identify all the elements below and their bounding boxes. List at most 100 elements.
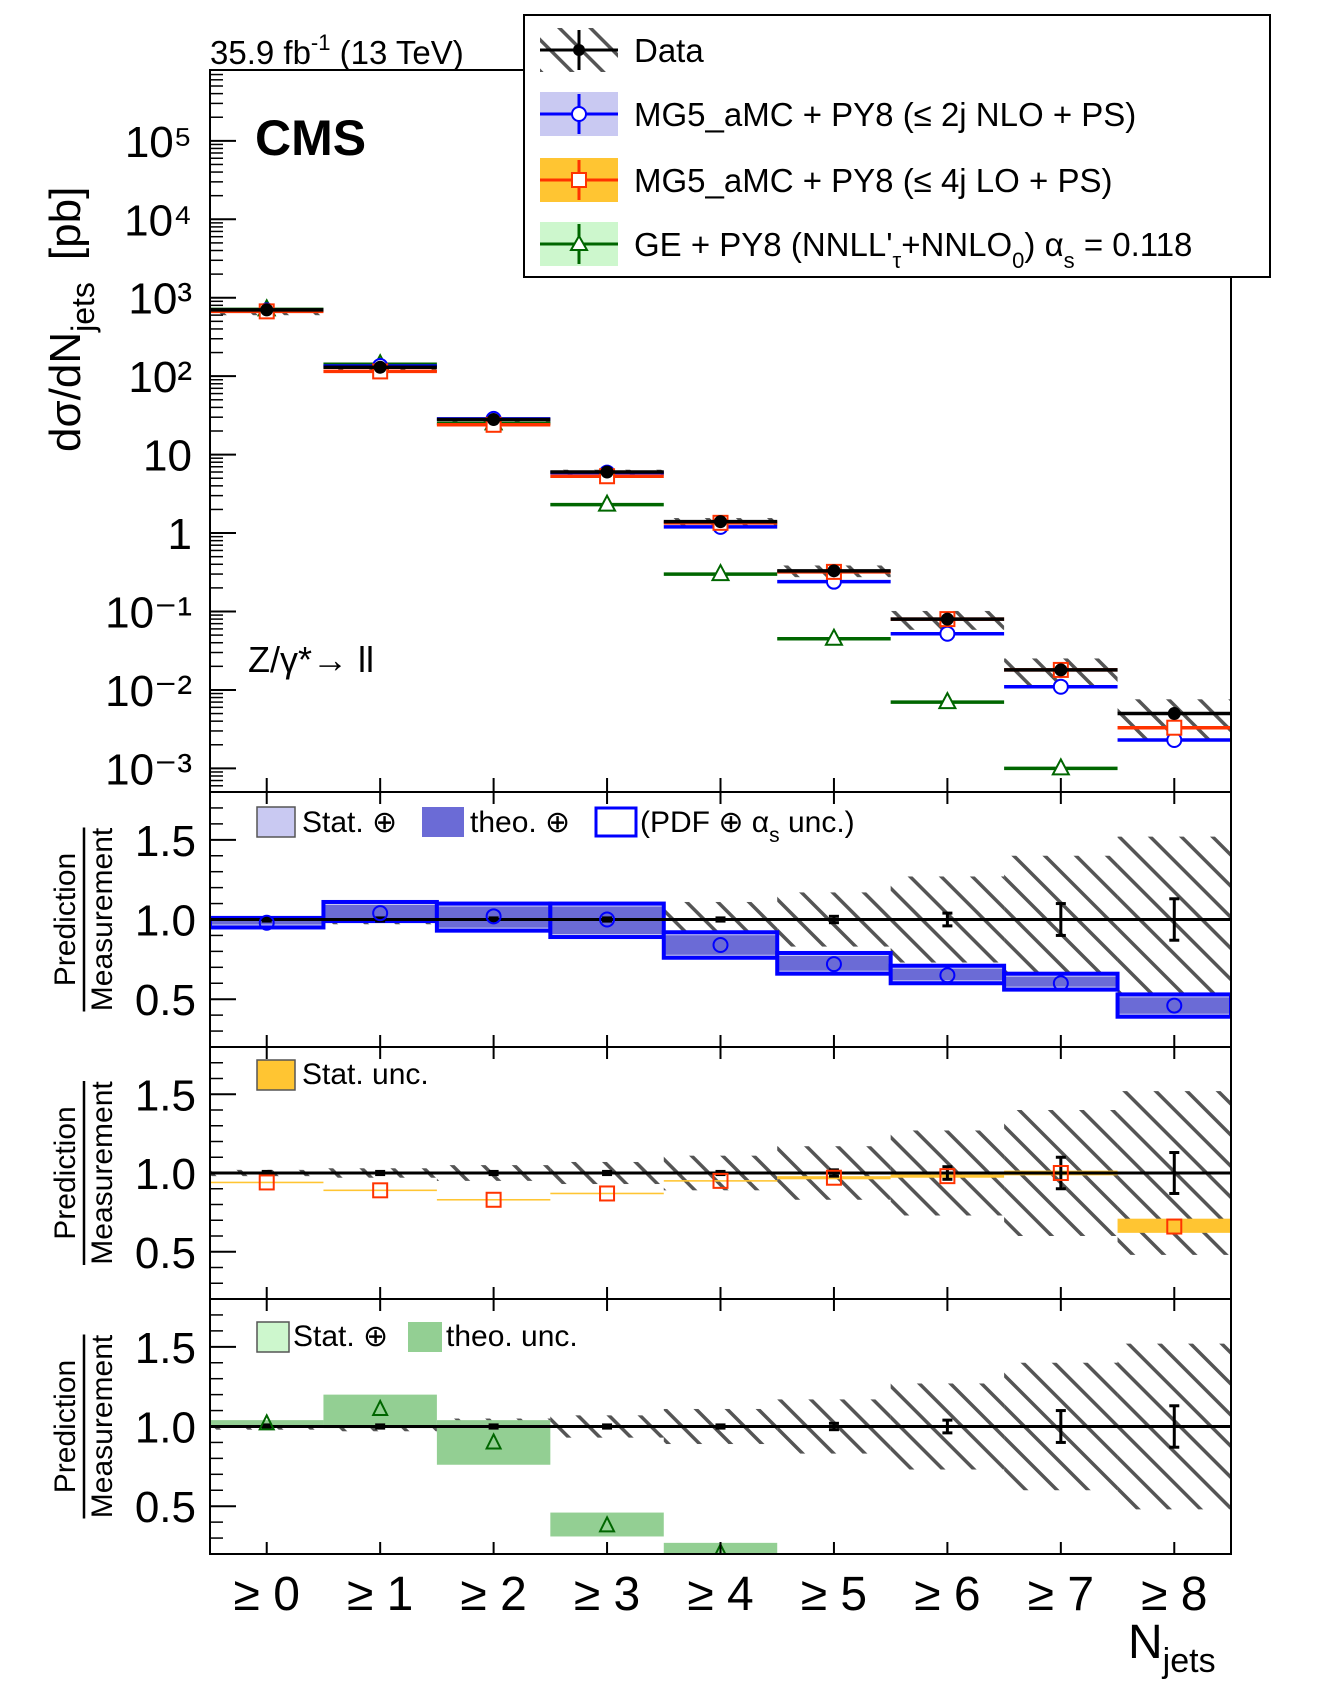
ratio-nlo-theo-band xyxy=(1118,997,1230,1014)
main-ge-marker xyxy=(710,562,731,582)
main-y-tick-label: 10⁵ xyxy=(125,118,192,167)
ratio-y-denominator: Measurement xyxy=(86,827,119,1011)
x-axis-label: Njets xyxy=(1128,1616,1216,1680)
ratio-nlo-marker xyxy=(485,908,502,925)
ratio-lo-stat-band xyxy=(436,1198,551,1201)
legend-entry-mg-nlo: MG5_aMC + PY8 (≤ 2j NLO + PS) xyxy=(540,92,1136,136)
x-tick-label: ≥ 6 xyxy=(914,1568,980,1621)
main-data-marker xyxy=(1167,707,1181,721)
legend-mg-nlo-marker xyxy=(571,106,587,122)
ratio-lo-stat-band xyxy=(210,1181,324,1184)
ratio-legend-nlo: Stat. ⊕ theo. ⊕ (PDF ⊕ αs unc.) xyxy=(256,806,855,847)
ratio-y-numerator: Prediction xyxy=(49,1360,82,1493)
main-y-tick-label: 10² xyxy=(128,353,192,402)
ratio-ge-marker xyxy=(598,1515,616,1533)
main-data-marker xyxy=(373,360,387,374)
ratio-ge-marker xyxy=(484,1432,503,1450)
ratio-lo-marker xyxy=(599,1185,616,1202)
main-ge-marker xyxy=(1051,757,1071,776)
ratio-lo-stat-swatch xyxy=(256,1059,296,1091)
ratio-nlo-stat-label: Stat. ⊕ xyxy=(302,806,397,839)
x-tick-label: ≥ 8 xyxy=(1141,1568,1207,1621)
ratio-nlo-marker xyxy=(1052,975,1069,992)
main-data-marker xyxy=(600,465,614,479)
legend-mg-lo-label: MG5_aMC + PY8 (≤ 4j LO + PS) xyxy=(634,162,1112,199)
ratio-nlo-pdf-band xyxy=(661,930,780,960)
ratio-y-tick-label: 0.5 xyxy=(135,976,196,1025)
ratio-y-axis-label: Prediction Measurement xyxy=(49,1081,119,1265)
main-data-marker xyxy=(827,564,841,578)
ratio-nlo-pdf-band xyxy=(775,950,893,976)
main-y-tick-label: 10⁻² xyxy=(105,667,192,716)
legend-frame xyxy=(523,14,1271,278)
ratio-lo-stat-label: Stat. unc. xyxy=(302,1058,429,1091)
ratio-ge-marker xyxy=(714,1542,727,1554)
legend-entry-data: Data xyxy=(540,28,704,72)
ratio-ge-stat-label: Stat. ⊕ xyxy=(293,1320,388,1353)
ratio-nlo-pdf-label: (PDF ⊕ αs unc.) xyxy=(640,806,855,847)
ratio-nlo-theo-band xyxy=(211,920,323,925)
ratio-y-tick-label: 1.5 xyxy=(135,1324,196,1373)
ratio-y-denominator: Measurement xyxy=(86,1334,119,1518)
x-tick-label: ≥ 5 xyxy=(801,1568,867,1621)
legend-ge-label: GE + PY8 (NNLL'τ+NNLO0) αs = 0.118 xyxy=(634,226,1192,273)
main-y-tick-label: 10 xyxy=(143,432,192,481)
main-y-tick-label: 10⁻³ xyxy=(105,745,192,794)
ratio-ge-theo-swatch xyxy=(408,1322,442,1352)
legend-ge-marker xyxy=(569,233,589,251)
ratio-ge-theo-band xyxy=(550,1512,664,1537)
ratio-nlo-stat-swatch xyxy=(256,806,296,838)
ratio-y-numerator: Prediction xyxy=(49,1106,82,1239)
ratio-nlo-marker xyxy=(712,937,729,953)
ratio-nlo-pdf-swatch xyxy=(594,806,638,838)
ratio-nlo-marker xyxy=(1166,997,1183,1014)
ratio-nlo-marker xyxy=(258,914,275,931)
ratio-ge-theo-label: theo. unc. xyxy=(446,1320,578,1353)
main-mg-lo-marker xyxy=(1166,719,1183,736)
x-tick-label: ≥ 3 xyxy=(574,1568,640,1621)
ratio-lo-marker xyxy=(258,1174,275,1191)
ratio-nlo-marker xyxy=(372,905,389,922)
main-y-tick-label: 10⁴ xyxy=(124,196,192,245)
ratio-lo-stat-band xyxy=(777,1176,891,1180)
main-data-marker xyxy=(487,413,501,427)
ratio-y-tick-label: 1.0 xyxy=(135,1150,196,1199)
main-y-tick-label: 10³ xyxy=(128,275,192,324)
ratio-nlo-theo-band xyxy=(324,904,436,919)
ratio-y-tick-label: 1.5 xyxy=(135,817,196,866)
main-mg-nlo-marker xyxy=(939,625,956,642)
ratio-y-tick-label: 1.0 xyxy=(135,1404,196,1453)
main-data-marker xyxy=(260,303,274,317)
ratio-ge-stat-swatch xyxy=(256,1321,290,1353)
legend-mg-lo-marker xyxy=(571,172,587,188)
legend-entry-ge: GE + PY8 (NNLL'τ+NNLO0) αs = 0.118 xyxy=(540,222,1192,273)
main-ge-marker xyxy=(824,627,844,646)
x-tick-label: ≥ 1 xyxy=(347,1568,413,1621)
ratio-lo-stat-band xyxy=(1117,1218,1231,1233)
ratio-ge-marker xyxy=(258,1413,276,1431)
luminosity-label: 35.9 fb-1 (13 TeV) xyxy=(210,30,464,71)
ratio-y-axis-label: Prediction Measurement xyxy=(49,827,119,1012)
ratio-nlo-theo-swatch xyxy=(422,807,464,837)
ratio-nlo-marker xyxy=(599,911,616,928)
ratio-nlo-theo-band xyxy=(1005,976,1117,987)
main-y-tick-label: 1 xyxy=(168,510,192,559)
legend-mg-nlo-label: MG5_aMC + PY8 (≤ 2j NLO + PS) xyxy=(634,96,1136,133)
ratio-nlo-theo-label: theo. ⊕ xyxy=(470,806,570,839)
ratio-lo-stat-band xyxy=(323,1189,437,1192)
ratio-lo-stat-band xyxy=(663,1180,778,1182)
main-data-marker xyxy=(1054,663,1068,677)
main-ge-marker xyxy=(937,690,958,710)
ratio-lo-marker xyxy=(939,1168,956,1185)
ratio-nlo-marker xyxy=(939,967,956,984)
process-label: Z/γ*→ ll xyxy=(248,639,374,680)
ratio-lo-marker xyxy=(372,1182,389,1199)
ratio-ge-theo-band xyxy=(210,1420,324,1427)
ratio-lo-marker xyxy=(1166,1218,1183,1235)
ratio-nlo-theo-band xyxy=(664,935,777,955)
ratio-y-denominator: Measurement xyxy=(86,1081,119,1265)
ratio-lo-marker xyxy=(485,1191,502,1208)
x-tick-label: ≥ 0 xyxy=(234,1568,300,1621)
ratio-nlo-marker xyxy=(825,956,842,973)
